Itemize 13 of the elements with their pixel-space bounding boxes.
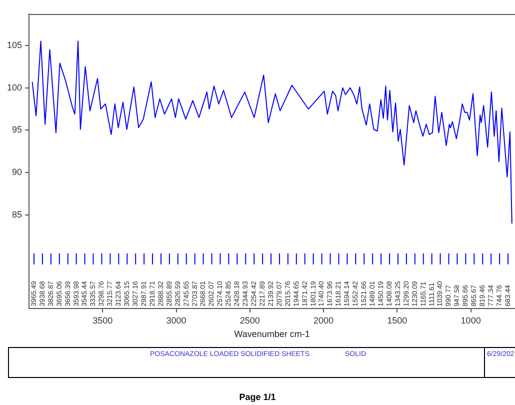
- y-tick-label: 95: [12, 124, 22, 135]
- y-tick-label: 100: [6, 82, 22, 92]
- x-tick-label: 3000: [166, 315, 186, 326]
- y-tick-label: 85: [12, 210, 22, 220]
- x-tick-label: 2500: [240, 315, 260, 326]
- x-tick-label: 1000: [460, 315, 481, 326]
- x-tick-label: 2000: [314, 315, 334, 326]
- x-tick-label: 3500: [92, 315, 113, 326]
- text: Page 1/1: [238, 392, 277, 402]
- x-axis-title: Wavenumber cm-1: [234, 329, 310, 340]
- y-tick-label: 105: [6, 40, 22, 50]
- y-tick-label: 90: [12, 167, 22, 178]
- x-tick-label: 1500: [387, 315, 408, 326]
